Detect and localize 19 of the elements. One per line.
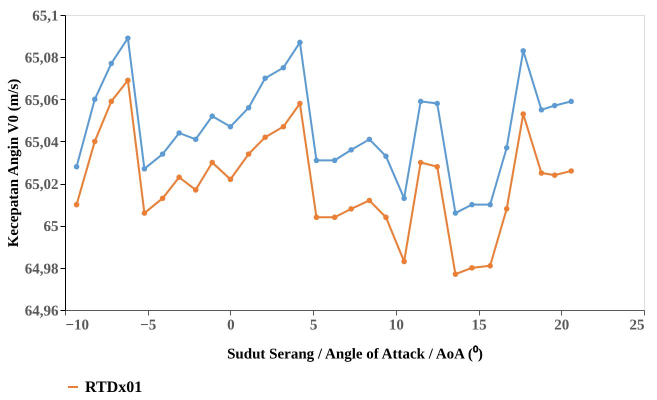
legend-label: RTDx01: [85, 379, 142, 396]
x-tick-label: 5: [310, 318, 318, 334]
x-axis-title: Sudut Serang / Angle of Attack / AoA (⁰): [227, 344, 483, 362]
y-tick-label: 65,06: [24, 92, 59, 109]
x-tick-label: 10: [388, 318, 404, 334]
x-tick-label: 15: [472, 318, 487, 334]
x-tick-label: 20: [554, 318, 570, 334]
x-tick-label: 0: [227, 318, 235, 334]
y-tick-label: 65,04: [24, 134, 59, 151]
y-tick-label: 65,02: [24, 177, 58, 194]
x-tick-label: −10: [66, 318, 90, 334]
x-tick-label: 25: [630, 318, 644, 334]
y-axis-title: Kecepatan Angin V0 (m/s): [6, 78, 22, 248]
y-tick-label: 64,98: [24, 261, 58, 278]
x-tick-label: −5: [140, 318, 156, 334]
y-tick-label: 65,08: [24, 50, 58, 67]
y-tick-label: 64,96: [24, 304, 59, 320]
y-tick-label: 65,1: [32, 8, 58, 24]
y-tick-label: 65: [44, 219, 58, 236]
